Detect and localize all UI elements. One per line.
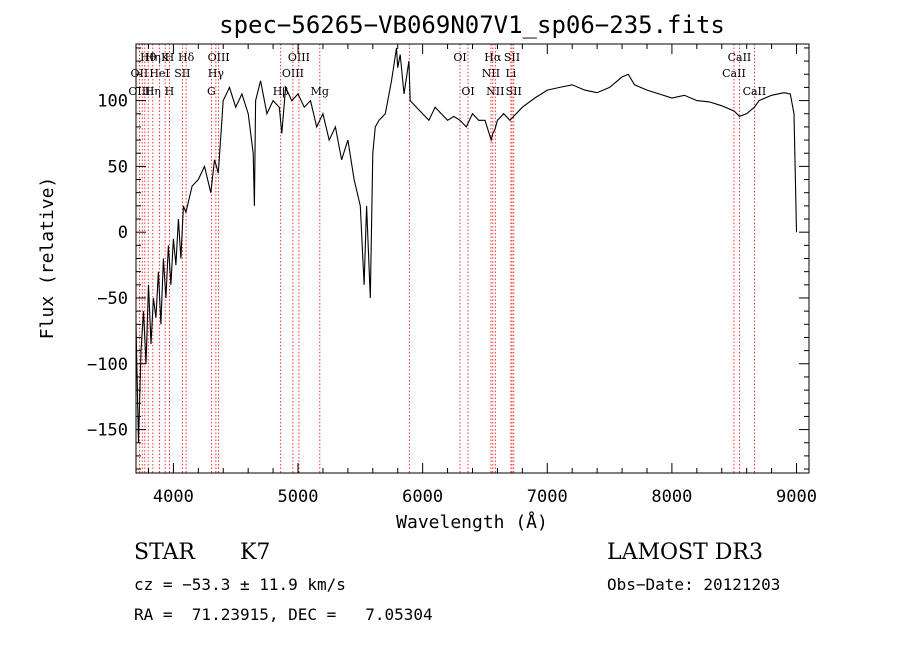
x-tick-label: 8000: [651, 487, 692, 507]
y-axis-label: Flux (relative): [37, 177, 58, 340]
spectral-line-label: Hα: [484, 51, 502, 64]
x-tick-label: 6000: [402, 487, 443, 507]
spectral-line-label: OI: [461, 85, 474, 98]
spectrum-line: [135, 47, 798, 443]
y-tick-label: −150: [87, 421, 128, 441]
subclass-label: K7: [240, 540, 271, 565]
spectral-line-label: H: [165, 51, 175, 64]
spectral-line-label: Hθ: [140, 51, 157, 64]
spectral-line-label: OII: [131, 67, 149, 80]
x-tick-label: 4000: [153, 487, 194, 507]
y-tick-label: −50: [97, 289, 128, 309]
line-markers-layer: [138, 44, 755, 473]
spectral-line-label: OIII: [288, 51, 310, 64]
y-tick-label: 100: [97, 92, 128, 112]
y-tick-label: −100: [87, 355, 128, 375]
redshift-text: cz = −53.3 ± 11.9 km/s: [134, 575, 346, 594]
spectral-line-label: NII: [482, 67, 500, 80]
spectral-line-label: Hδ: [178, 51, 195, 64]
x-axis-label: Wavelength (Å): [396, 511, 548, 533]
obs-date-text: Obs−Date: 20121203: [607, 575, 781, 594]
y-tick-label: 0: [118, 223, 128, 243]
spectral-line-label: Hη: [145, 85, 161, 98]
survey-label: LAMOST DR3: [607, 540, 763, 565]
y-tick-label: 50: [108, 157, 128, 177]
x-tick-label: 7000: [527, 487, 568, 507]
spectral-line-label: OIII: [282, 67, 304, 80]
spectral-line-label: K: [161, 51, 170, 64]
spectral-line-label: CaII: [728, 51, 752, 64]
spectral-line-label: OIII: [208, 51, 230, 64]
spectral-line-label: Li: [505, 67, 516, 80]
spectral-line-label: Hβ: [273, 85, 289, 98]
spectral-line-label: OI: [453, 51, 466, 64]
axis-ticks-layer: 4000 5000 6000 7000 8000 9000 −150 −100 −50 0 50 10…: [87, 44, 817, 507]
chart-title: spec−56265−VB069N07V1_sp06−235.fits: [219, 11, 725, 39]
spectral-line-label: NII: [486, 85, 504, 98]
spectral-line-label: CaII: [743, 85, 767, 98]
coordinates-text: RA = 71.23915, DEC = 7.05304: [134, 605, 433, 624]
spectral-line-label: OIII: [128, 85, 150, 98]
plot-frame: [135, 43, 810, 474]
spectral-line-label: G: [207, 85, 216, 98]
spectral-line-label: HeI: [149, 67, 169, 80]
spectral-line-label: Hγ: [208, 67, 225, 80]
spectral-line-label: Hη: [145, 51, 161, 64]
spectral-line-label: SII: [506, 85, 522, 98]
spectral-line-label: CaII: [722, 67, 746, 80]
spectral-line-label: H: [165, 85, 175, 98]
x-tick-label: 5000: [278, 487, 319, 507]
class-label: STAR: [134, 540, 195, 565]
spectral-line-label: SII: [504, 51, 520, 64]
spectral-line-label: SII: [174, 67, 190, 80]
x-tick-label: 9000: [776, 487, 817, 507]
spectral-line-label: Mg: [311, 85, 329, 98]
